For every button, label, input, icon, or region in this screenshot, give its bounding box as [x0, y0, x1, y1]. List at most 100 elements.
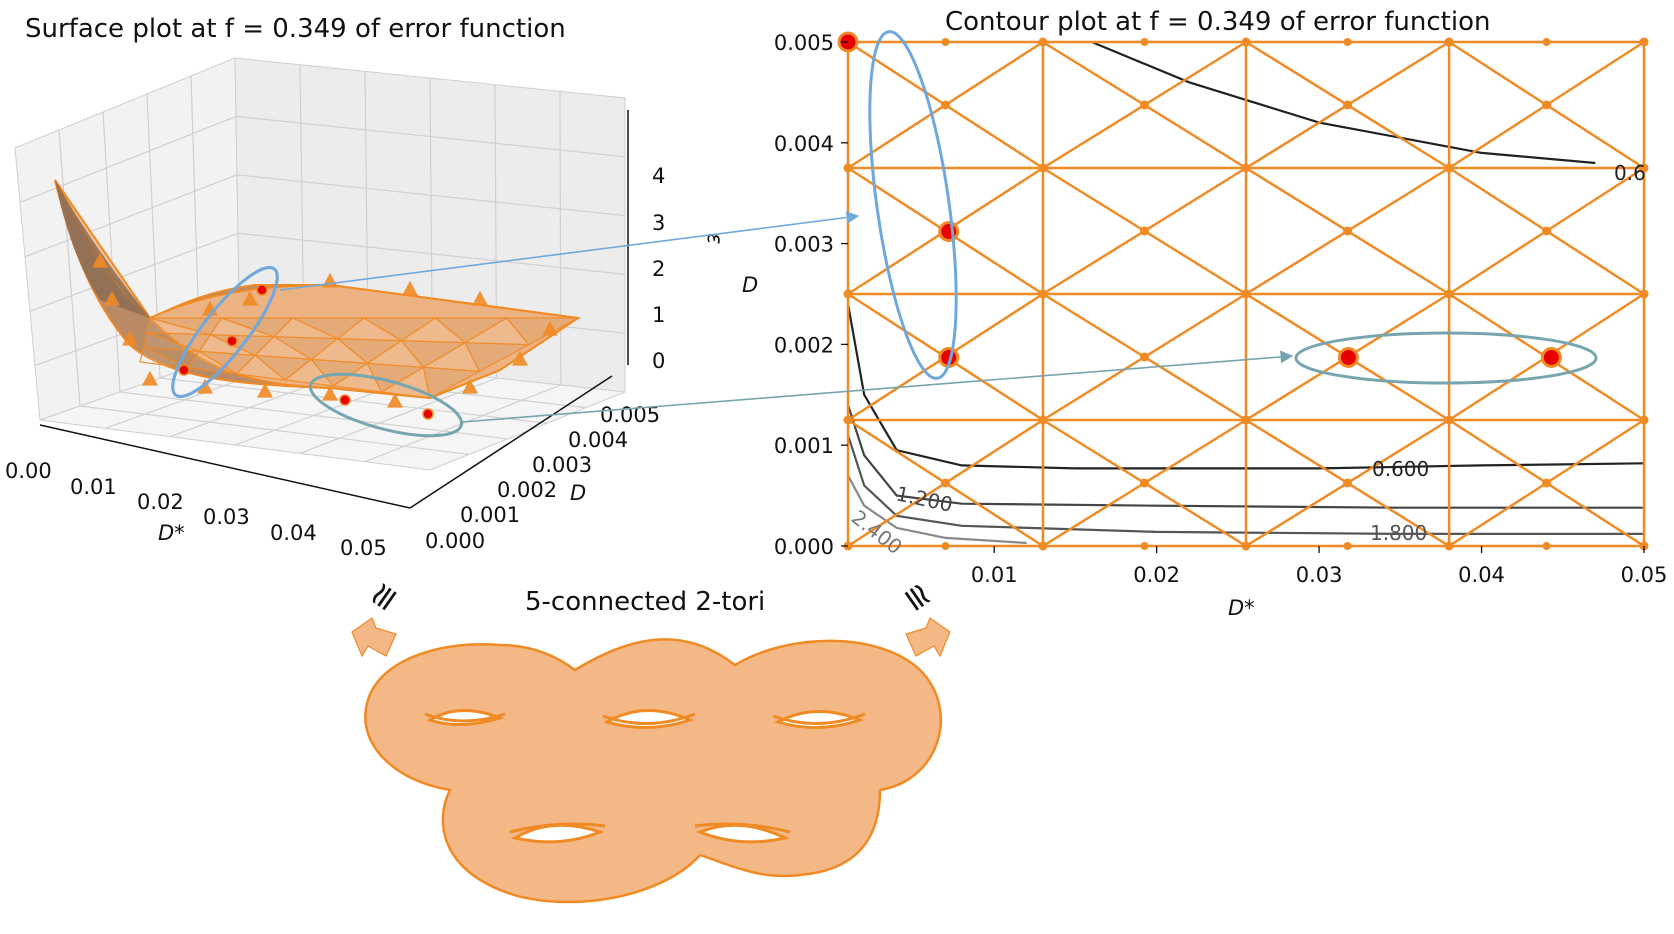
- mesh-node: [1542, 542, 1551, 550]
- torus-body: [364, 638, 943, 904]
- surface-point: [422, 408, 434, 420]
- contour-x-tick: 0.02: [1133, 563, 1180, 587]
- contour-y-tick: 0.001: [774, 434, 834, 458]
- mesh-node: [1639, 163, 1649, 173]
- surface-y-tick: 0.004: [568, 428, 628, 452]
- torus-hole-lip: [424, 712, 506, 723]
- surface-marker: [386, 392, 404, 408]
- mesh-node: [1038, 163, 1048, 173]
- contour-x-tick: 0.03: [1296, 563, 1343, 587]
- contour-line: [846, 404, 1644, 509]
- surface-marker: [241, 290, 259, 306]
- mesh-node: [1542, 226, 1552, 236]
- torus-caption: 5-connected 2-tori: [525, 587, 765, 617]
- arrow-left-icon: [351, 617, 397, 658]
- contour-highlight-point: [938, 221, 960, 243]
- surface-x-tick: 0.02: [137, 490, 184, 514]
- contour-x-tick: 0.05: [1621, 563, 1668, 587]
- mesh-node: [1241, 541, 1251, 551]
- surface-z-tick: 1: [652, 303, 665, 327]
- torus-hole-lip: [772, 712, 866, 725]
- surface-marker: [103, 290, 121, 306]
- mesh-node: [1542, 478, 1552, 488]
- mesh-node: [1241, 289, 1251, 299]
- surface-marker: [401, 280, 419, 296]
- pane-gridline: [19, 115, 237, 203]
- surface-point: [256, 284, 268, 296]
- mesh-node: [1038, 415, 1048, 425]
- contour-level-label: 0.6: [1614, 161, 1646, 185]
- torus-hole-lip: [509, 822, 606, 834]
- surface-facet: [283, 358, 335, 387]
- surface-y-tick: 0.002: [497, 478, 557, 502]
- connector-arrow-teal: [461, 350, 1294, 423]
- contour-level-label: 1.800: [1370, 521, 1427, 545]
- surface-points: [178, 284, 434, 420]
- surface-z-tick: 4: [652, 164, 665, 188]
- surface-title: Surface plot at f = 0.349 of error funct…: [25, 14, 566, 44]
- surface-x-label: D*: [158, 521, 185, 545]
- contour-highlight-point: [1540, 347, 1562, 369]
- surface-marker: [121, 330, 139, 346]
- pane-gridline: [237, 232, 626, 275]
- mesh-node: [1241, 163, 1251, 173]
- mesh-node: [1639, 415, 1649, 425]
- pane-gridline: [236, 174, 626, 217]
- surface-facet: [139, 346, 189, 369]
- surface-marker: [471, 290, 489, 306]
- contour-level-label: 0.600: [1372, 457, 1429, 481]
- torus-hole-lip: [694, 822, 791, 834]
- surface-z-tick: 3: [652, 211, 665, 235]
- surface-point: [178, 364, 190, 376]
- surface-y-label: D: [570, 481, 586, 505]
- mesh-node: [843, 415, 853, 425]
- congruent-symbol-left: ≅: [360, 574, 409, 620]
- surface-marker: [511, 350, 529, 366]
- mesh-node: [1241, 415, 1251, 425]
- torus-hole-lips: [424, 712, 866, 834]
- contour-ticks: 0.01 0.02 0.03 0.04 0.05 0.000 0.001 0.002 0.003…: [774, 31, 1668, 587]
- mesh-node: [1639, 37, 1649, 47]
- surface-wall: [55, 180, 150, 318]
- contour-title: Contour plot at f = 0.349 of error funct…: [945, 7, 1490, 37]
- mesh-node: [1444, 541, 1454, 551]
- mesh-node: [1542, 38, 1551, 46]
- contour-ellipse-teal: [1294, 331, 1598, 385]
- contour-line: [846, 303, 1645, 470]
- pane-gridline: [58, 129, 81, 407]
- mesh-node: [940, 100, 950, 110]
- contour-ellipse-blue: [868, 30, 958, 380]
- mesh-node: [1139, 478, 1149, 488]
- surface-y-axis: [409, 375, 613, 509]
- mesh-node: [1343, 542, 1352, 550]
- surface-z-label: ε: [703, 233, 727, 244]
- contour-highlight-point: [1337, 347, 1359, 369]
- torus-illustration: 5-connected 2-tori ≅ ≅: [351, 574, 951, 904]
- pane-gridline: [29, 232, 239, 312]
- arrow-right-icon: [905, 617, 951, 658]
- torus-hole: [695, 823, 790, 844]
- torus-hole: [510, 823, 605, 844]
- mesh-node: [1343, 100, 1353, 110]
- mesh-node: [1139, 352, 1149, 362]
- mesh-node: [1241, 37, 1251, 47]
- mesh-node: [1444, 163, 1454, 173]
- surface-point: [339, 394, 351, 406]
- surface-x-tick: 0.01: [70, 475, 117, 499]
- mesh-node: [1343, 478, 1353, 488]
- surface-marker: [321, 385, 339, 401]
- contour-y-tick: 0.004: [774, 132, 834, 156]
- contour-x-tick: 0.01: [971, 563, 1018, 587]
- congruent-symbol-right: ≅: [893, 574, 942, 620]
- surface-plot: Surface plot at f = 0.349 of error funct…: [5, 14, 727, 560]
- mesh-node: [1542, 100, 1552, 110]
- surface-z-tick: 0: [652, 349, 665, 373]
- surface-marker: [91, 252, 109, 268]
- surface-x-axis: [39, 424, 411, 509]
- mesh-node: [843, 163, 853, 173]
- contour-y-tick: 0.003: [774, 233, 834, 257]
- mesh-node: [1038, 37, 1048, 47]
- surface-y-tick: 0.001: [460, 503, 520, 527]
- surface-marker: [141, 370, 159, 386]
